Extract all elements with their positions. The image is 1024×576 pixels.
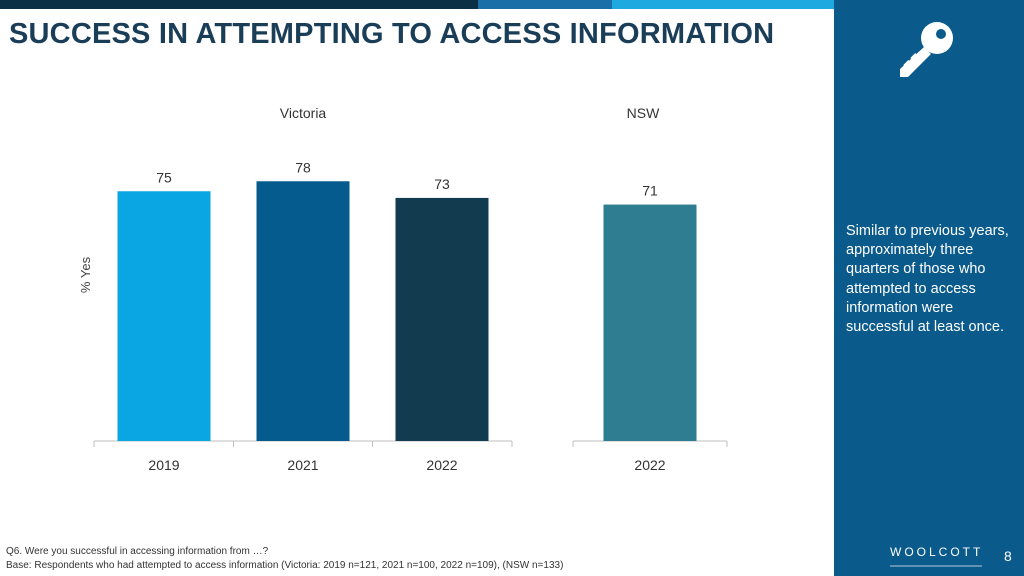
data-label-nsw-2022: 71 (642, 183, 658, 199)
bar-victoria-2022 (395, 197, 489, 441)
tick-label-victoria-2019: 2019 (148, 457, 179, 473)
bar-victoria-2019 (117, 191, 211, 441)
side-panel: Similar to previous years, approximately… (834, 0, 1024, 576)
tick-label-nsw-2022: 2022 (634, 457, 665, 473)
group-header-nsw: NSW (627, 105, 660, 121)
bar-victoria-2021 (256, 181, 350, 441)
logo-underline (890, 565, 982, 567)
top-bar-dark (0, 0, 478, 9)
bar-chart: % Yes Victoria 75 2019 78 2021 73 2022 NSW 71 202… (78, 105, 728, 473)
top-bar-mid (478, 0, 612, 9)
group-header-victoria: Victoria (280, 105, 327, 121)
tick-label-victoria-2022: 2022 (426, 457, 457, 473)
summary-text: Similar to previous years, approximately… (846, 223, 1009, 336)
key-icon (900, 22, 953, 77)
woolcott-logo: WOOLCOTT (890, 545, 982, 567)
footnote-base: Base: Respondents who had attempted to a… (6, 560, 564, 571)
logo-text: WOOLCOTT (890, 545, 984, 559)
data-label-victoria-2021: 78 (295, 159, 311, 175)
y-axis-label: % Yes (78, 256, 93, 293)
page-number: 8 (1004, 548, 1012, 564)
footnote-question: Q6. Were you successful in accessing inf… (6, 546, 269, 557)
data-label-victoria-2019: 75 (156, 169, 172, 185)
page-title: SUCCESS IN ATTEMPTING TO ACCESS INFORMAT… (9, 18, 775, 50)
tick-label-victoria-2021: 2021 (287, 457, 318, 473)
bar-nsw-2022 (603, 204, 697, 441)
data-label-victoria-2022: 73 (434, 176, 450, 192)
footnote: Q6. Were you successful in accessing inf… (6, 545, 563, 573)
top-bar-light (612, 0, 834, 9)
